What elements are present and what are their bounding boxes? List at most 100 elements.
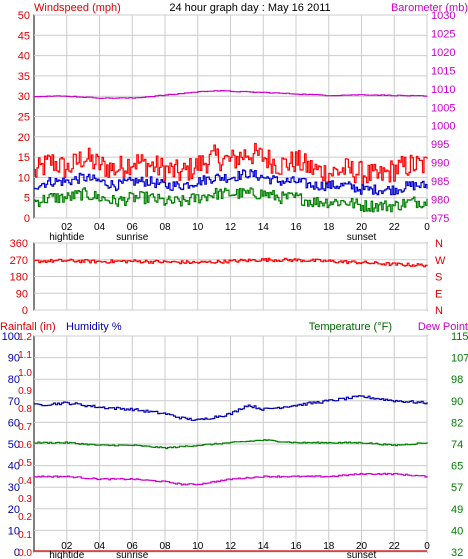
panel3-x-tick-label: 04 bbox=[94, 541, 106, 552]
baro-tick-label: 975 bbox=[431, 213, 449, 225]
compass-label: E bbox=[435, 288, 442, 300]
wind-tick-label: 0 bbox=[24, 213, 30, 225]
compass-label: N bbox=[435, 238, 443, 250]
panel1-event-label: sunrise bbox=[116, 232, 149, 243]
dewpoint-axis-label: Dew Point bbox=[418, 321, 468, 333]
rainfall-tick-label: 0.2 bbox=[18, 512, 32, 523]
humidity-tick-label: 90 bbox=[8, 353, 20, 365]
panel1-series-line bbox=[34, 187, 428, 213]
wind-tick-label: 35 bbox=[18, 71, 30, 83]
panel1-series-line bbox=[34, 169, 428, 196]
baro-tick-label: 1015 bbox=[431, 65, 455, 77]
baro-tick-label: 1020 bbox=[431, 47, 455, 59]
baro-tick-label: 1025 bbox=[431, 28, 455, 40]
panel3-x-tick-label: 10 bbox=[192, 541, 204, 552]
panel3-event-label: sunset bbox=[347, 550, 377, 559]
wind-axis-label: Windspeed (mph) bbox=[34, 2, 121, 14]
panel1-x-tick-label: 0 bbox=[424, 222, 430, 233]
temperature-tick-label: 115 bbox=[451, 331, 468, 343]
temperature-tick-label: 57 bbox=[451, 482, 463, 494]
baro-tick-label: 980 bbox=[431, 195, 449, 207]
panel3-x-tick-label: 22 bbox=[389, 541, 401, 552]
temperature-tick-label: 32 bbox=[451, 547, 463, 559]
panel1-x-tick-label: 12 bbox=[225, 222, 237, 233]
panel3-series-line bbox=[34, 395, 428, 421]
panel3-x-tick-label: 18 bbox=[323, 541, 335, 552]
panel1-x-tick-label: 02 bbox=[61, 222, 73, 233]
compass-label: S bbox=[435, 272, 442, 284]
panel3-x-tick-label: 02 bbox=[61, 541, 73, 552]
temperature-tick-label: 65 bbox=[451, 461, 463, 473]
rainfall-tick-label: 0.3 bbox=[18, 494, 32, 505]
baro-tick-label: 1030 bbox=[431, 10, 455, 22]
rainfall-tick-label: 1.0 bbox=[18, 368, 32, 379]
panel1-x-tick-label: 14 bbox=[258, 222, 270, 233]
wind-tick-label: 50 bbox=[18, 10, 30, 22]
humidity-tick-label: 50 bbox=[8, 439, 20, 451]
compass-label: W bbox=[435, 255, 446, 267]
humidity-tick-label: 100 bbox=[2, 331, 20, 343]
panel1-x-tick-label: 04 bbox=[94, 222, 106, 233]
wind-tick-label: 45 bbox=[18, 30, 30, 42]
wind-tick-label: 25 bbox=[18, 112, 30, 124]
panel3-x-tick-label: 12 bbox=[225, 541, 237, 552]
wind-tick-label: 40 bbox=[18, 51, 30, 63]
direction-tick-label: 360 bbox=[10, 238, 28, 250]
wind-tick-label: 10 bbox=[18, 172, 30, 184]
temperature-tick-label: 40 bbox=[451, 525, 463, 537]
humidity-axis-label: Humidity % bbox=[66, 321, 122, 333]
baro-tick-label: 990 bbox=[431, 158, 449, 170]
humidity-tick-label: 60 bbox=[8, 417, 20, 429]
wind-tick-label: 5 bbox=[24, 193, 30, 205]
panel3-x-tick-label: 20 bbox=[356, 541, 368, 552]
panel1-x-tick-label: 06 bbox=[127, 222, 139, 233]
panel1-x-tick-label: 22 bbox=[389, 222, 401, 233]
rainfall-tick-label: 1.1 bbox=[18, 350, 32, 361]
rainfall-tick-label: 1.2 bbox=[18, 332, 32, 343]
temperature-tick-label: 107 bbox=[451, 353, 468, 365]
rainfall-tick-label: 0.7 bbox=[18, 422, 32, 433]
compass-label: N bbox=[435, 305, 443, 317]
baro-tick-label: 1010 bbox=[431, 84, 455, 96]
panel1-x-tick-label: 18 bbox=[323, 222, 335, 233]
temperature-axis-label: Temperature (°F) bbox=[309, 321, 392, 333]
temperature-tick-label: 74 bbox=[451, 439, 463, 451]
panel3-x-tick-label: 16 bbox=[290, 541, 302, 552]
panel3-x-tick-label: 14 bbox=[258, 541, 270, 552]
panel2-direction-line bbox=[34, 257, 428, 268]
humidity-tick-label: 20 bbox=[8, 504, 20, 516]
panel1-x-tick-label: 20 bbox=[356, 222, 368, 233]
panel1-event-label: hightide bbox=[49, 232, 84, 243]
humidity-tick-label: 80 bbox=[8, 374, 20, 386]
humidity-tick-label: 10 bbox=[8, 525, 20, 537]
panel1-series-line bbox=[34, 90, 428, 99]
direction-tick-label: 0 bbox=[22, 305, 28, 317]
temperature-tick-label: 49 bbox=[451, 504, 463, 516]
direction-tick-label: 180 bbox=[10, 272, 28, 284]
baro-tick-label: 1005 bbox=[431, 102, 455, 114]
panel3-series-line bbox=[34, 439, 428, 450]
panel-wind-baro: Windspeed (mph) 24 hour graph day : May … bbox=[18, 2, 468, 243]
humidity-tick-label: 40 bbox=[8, 461, 20, 473]
wind-tick-label: 20 bbox=[18, 132, 30, 144]
panel1-title: 24 hour graph day : May 16 2011 bbox=[169, 2, 330, 14]
panel3-event-label: sunrise bbox=[116, 550, 149, 559]
wind-tick-label: 15 bbox=[18, 152, 30, 164]
direction-tick-label: 90 bbox=[16, 288, 28, 300]
humidity-tick-label: 0 bbox=[14, 547, 20, 559]
rainfall-tick-label: 0.5 bbox=[18, 458, 32, 469]
panel3-x-tick-label: 08 bbox=[159, 541, 171, 552]
rainfall-tick-label: 0.4 bbox=[18, 476, 32, 487]
panel1-series-line bbox=[34, 142, 428, 186]
panel1-x-tick-label: 08 bbox=[159, 222, 171, 233]
wind-tick-label: 30 bbox=[18, 91, 30, 103]
humidity-tick-label: 30 bbox=[8, 482, 20, 494]
temperature-tick-label: 82 bbox=[451, 417, 463, 429]
rainfall-axis-label: Rainfall (in) bbox=[0, 321, 56, 333]
humidity-tick-label: 70 bbox=[8, 396, 20, 408]
rainfall-tick-label: 0.0 bbox=[18, 548, 32, 559]
panel-temp-humidity: Rainfall (in) Humidity % Temperature (°F… bbox=[0, 321, 468, 559]
panel1-x-tick-label: 16 bbox=[290, 222, 302, 233]
